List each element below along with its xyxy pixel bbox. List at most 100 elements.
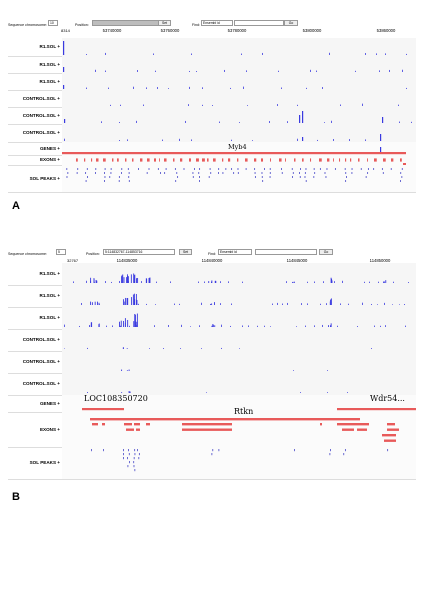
track-canvas[interactable] [62,307,416,329]
signal-peak [380,147,382,152]
signal-bar [406,53,407,55]
track-label[interactable]: R1.SOL + [39,315,60,320]
peak-mark [264,168,265,170]
peak-mark [373,168,375,170]
peak-mark [77,168,79,170]
peak-mark [175,180,177,182]
track-canvas[interactable] [62,329,416,351]
peak-mark [304,176,306,178]
track-canvas[interactable]: Myb4 [62,142,416,155]
track-canvas[interactable]: LOC108350720 Wdr54... [62,394,416,412]
signal-bar [248,325,249,327]
peak-mark [127,457,128,460]
gene-model [82,408,124,411]
signal-bar [220,281,221,283]
signal-bar [189,70,190,72]
signal-bar [252,140,253,141]
signal-peak [292,281,294,283]
track-label[interactable]: CONTROL.SOL + [22,337,60,342]
signal-bar [162,139,163,141]
track-label[interactable]: GENES + [39,145,60,151]
gene-label[interactable]: Wdr54... [370,394,405,403]
track-label[interactable]: CONTROL.SOL + [22,381,60,386]
gene-label[interactable]: Myb4 [228,143,247,151]
track-label[interactable]: CONTROL.SOL + [22,112,60,118]
sequence-select[interactable]: 10 [48,20,58,26]
track-label[interactable]: EXONS + [39,426,60,432]
signal-bar [228,281,229,283]
track-label[interactable]: R1.SOL + [39,293,60,298]
peak-mark [104,180,105,182]
track-canvas[interactable] [62,90,416,107]
signal-peak [126,348,128,349]
peak-mark [269,176,271,178]
track-label[interactable]: GENES + [39,400,60,406]
track-row: CONTROL.SOL + [8,107,416,125]
signal-peak [127,298,129,305]
track-canvas[interactable] [62,447,416,479]
track-label[interactable]: R1.SOL + [39,78,60,84]
signal-peak [293,281,295,283]
peak-mark [192,172,194,174]
signal-peak [123,320,124,327]
signal-bar [385,53,386,55]
find-input[interactable] [234,20,284,26]
go-button[interactable]: Go [284,20,298,26]
signal-peak [135,314,136,327]
track-canvas[interactable] [62,351,416,373]
peak-mark [231,168,233,170]
go-button[interactable]: Go [319,249,333,255]
signal-bar [87,391,88,393]
signal-peak [328,325,330,327]
track-canvas[interactable] [62,155,416,165]
find-type-select[interactable]: Ensembl id [218,249,252,255]
track-canvas[interactable] [62,73,416,90]
track-canvas[interactable] [62,38,416,56]
track-label[interactable]: CONTROL.SOL + [22,130,60,135]
exon-block [387,428,399,431]
signal-bar [155,70,156,72]
signal-peak [299,115,301,123]
track-canvas[interactable] [62,373,416,395]
find-type-select[interactable]: Ensembl id [201,20,233,26]
peak-mark [304,172,306,174]
sequence-select[interactable]: 5 [56,249,66,255]
peak-mark [254,176,256,178]
track-label[interactable]: CONTROL.SOL + [22,359,60,364]
exon-block [213,158,216,162]
track-label[interactable]: CONTROL.SOL + [22,95,60,101]
track-canvas[interactable] [62,124,416,142]
set-button[interactable]: Set [179,249,192,255]
track-canvas[interactable] [62,285,416,307]
signal-peak [122,348,124,349]
track-label[interactable]: R1.SOL + [39,44,60,49]
exon-block [357,428,367,431]
signal-bar [406,87,407,89]
exon-block [270,158,271,162]
track-canvas[interactable] [62,107,416,124]
track-canvas[interactable] [62,263,416,285]
peak-mark [300,168,302,170]
signal-bar [110,104,111,106]
signal-bar [180,348,181,349]
exon-block [339,158,341,162]
signal-bar [220,303,221,305]
track-label[interactable]: SOL PEAKS + [29,175,60,181]
track-svg [87,391,348,393]
signal-bar [141,281,142,283]
gene-label[interactable]: LOC108350720 [84,394,148,403]
track-canvas[interactable] [62,56,416,73]
track-label[interactable]: EXONS + [39,157,60,162]
signal-bar [86,54,87,55]
position-input[interactable] [92,20,162,26]
signal-peak [126,298,128,305]
track-label[interactable]: R1.SOL + [39,61,60,67]
find-input[interactable] [255,249,317,255]
track-canvas[interactable]: Rtkn [62,407,416,447]
position-input[interactable]: 5:114832767-114853716 [103,249,175,255]
set-button[interactable]: Set [158,20,171,26]
track-label[interactable]: SOL PEAKS + [29,460,60,465]
track-label[interactable]: R1.SOL + [39,271,60,276]
gene-label[interactable]: Rtkn [234,407,254,416]
track-canvas[interactable] [62,165,416,192]
